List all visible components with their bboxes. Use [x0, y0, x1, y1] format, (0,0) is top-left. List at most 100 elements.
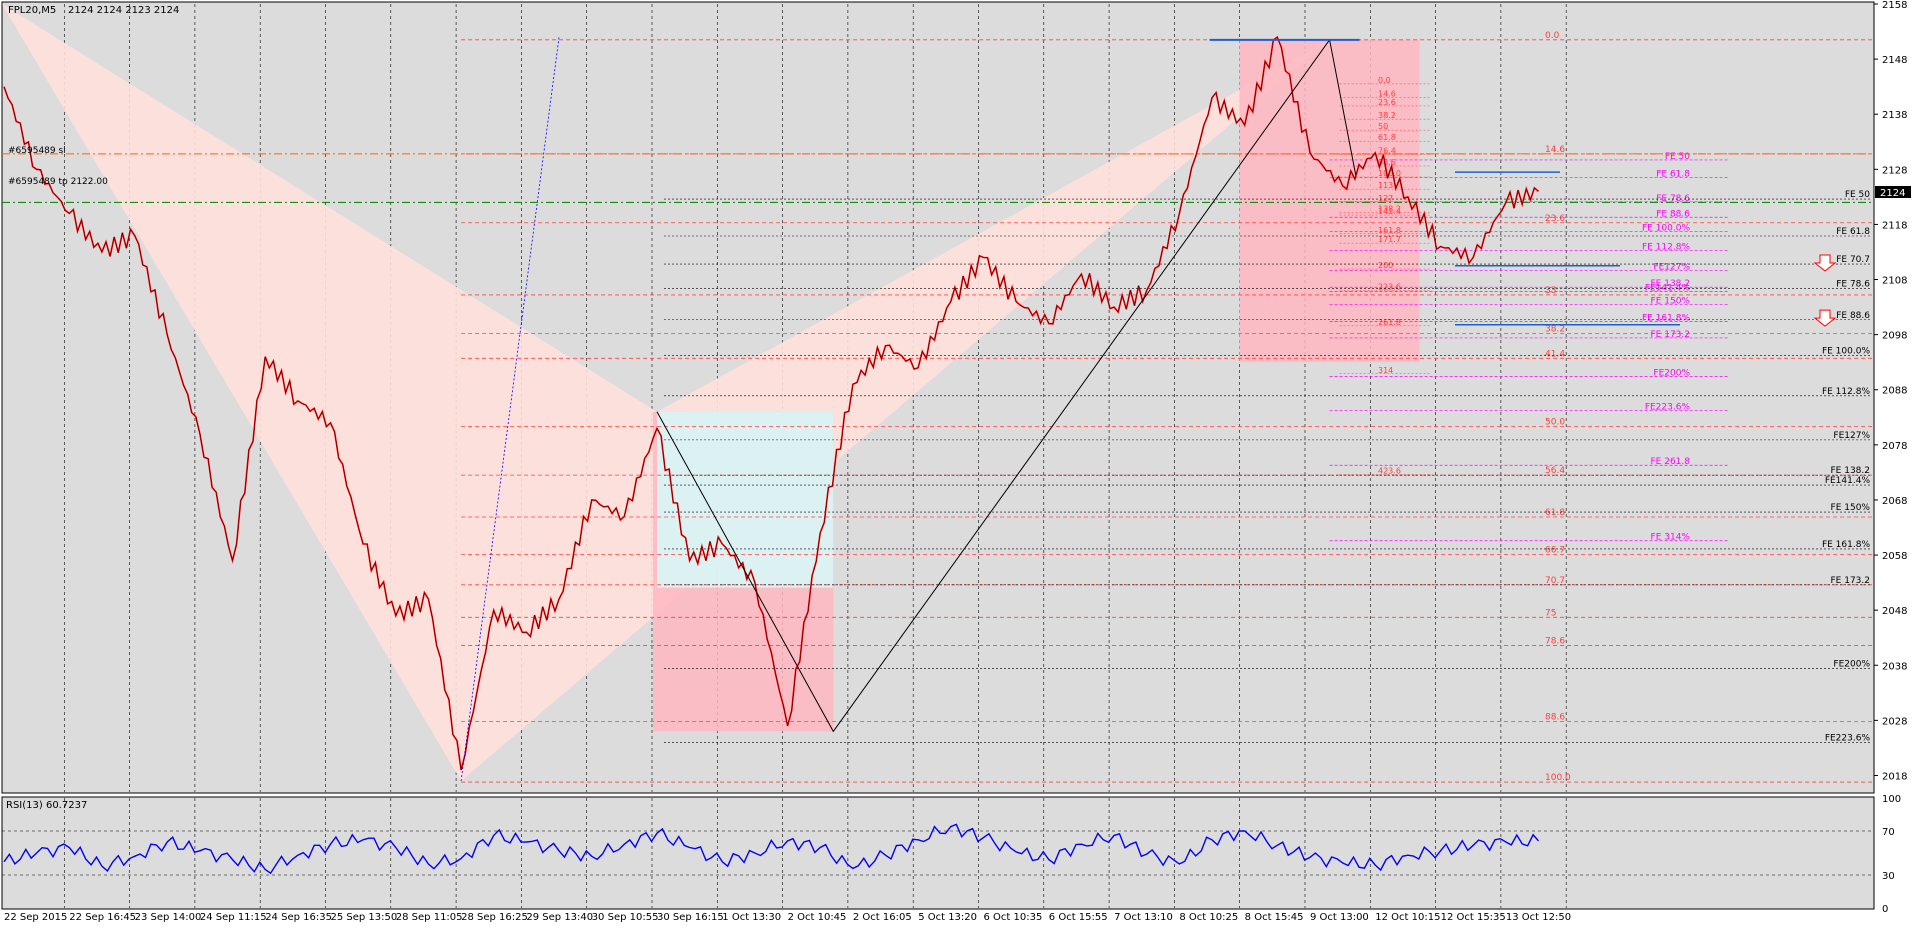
fe-right-label: FE223.6%: [1825, 733, 1871, 743]
fe-pink-label: FE 88.6: [1656, 209, 1690, 219]
ohlc-label: 2124 2124 2123 2124: [68, 5, 179, 16]
small-fib-label: 423.6: [1378, 467, 1401, 476]
price-tick-label: 2088: [1882, 386, 1907, 397]
price-tick-label: 2068: [1882, 496, 1907, 507]
fe-pink-label: FE 50: [1665, 152, 1690, 162]
price-wick-line: [3, 36, 1539, 771]
rsi-tick-label: 0: [1882, 904, 1888, 915]
price-tick-label: 2038: [1882, 661, 1907, 672]
small-fib-label: 38.2: [1378, 111, 1396, 120]
fe-pink-label: FE127%: [1653, 263, 1690, 273]
time-tick-label: 6 Oct 10:35: [983, 912, 1042, 923]
fe-pink-label: FE200%: [1653, 369, 1690, 379]
price-tick-label: 2018: [1882, 771, 1907, 782]
harmonic-wedge-left: [2, 4, 657, 781]
fe-right-label: FE 112.8%: [1822, 387, 1870, 397]
small-fib-label: 314: [1378, 366, 1393, 375]
fib-level-label: 61.8: [1545, 508, 1565, 518]
small-fib-label: 88.6: [1378, 158, 1396, 167]
fe-right-label: FE127%: [1833, 431, 1870, 441]
fe-right-label: FE 70.7: [1836, 255, 1870, 265]
price-tick-label: 2028: [1882, 716, 1907, 727]
time-tick-label: 22 Sep 16:45: [69, 912, 136, 923]
fe-pink-label: FE223.6%: [1645, 403, 1691, 413]
fib-level-label: 100.0: [1545, 773, 1571, 783]
small-fib-label: 141.4: [1378, 207, 1401, 216]
fe-pink-label: FE 61.8: [1656, 170, 1690, 180]
small-fib-label: 76.4: [1378, 146, 1396, 155]
fe-pink-label: FE 150%: [1651, 296, 1691, 306]
fib-level-label: 56.4: [1545, 466, 1565, 476]
fib-level-label: 0.0: [1545, 31, 1560, 41]
small-fib-label: 127: [1378, 194, 1393, 203]
rsi-tick-label: 70: [1882, 827, 1895, 838]
time-tick-label: 28 Sep 16:25: [461, 912, 528, 923]
fe-right-label: FE 161.8%: [1822, 540, 1870, 550]
fe-right-label: FE 150%: [1831, 503, 1871, 513]
time-tick-label: 22 Sep 2015: [4, 912, 67, 923]
pattern-box-cyan: [656, 411, 834, 588]
small-fib-label: 113: [1378, 181, 1393, 190]
small-fib-label: 61.8: [1378, 133, 1396, 142]
time-tick-label: 8 Oct 10:25: [1179, 912, 1238, 923]
fe-right-label: FE141.4%: [1825, 476, 1871, 486]
time-tick-label: 7 Oct 13:10: [1114, 912, 1173, 923]
small-fib-label: 50: [1378, 122, 1388, 131]
price-tick-label: 2128: [1882, 165, 1907, 176]
fe-pink-label: FE 138.2: [1651, 279, 1691, 289]
time-tick-label: 2 Oct 10:45: [788, 912, 847, 923]
fe-pink-label: FE 100.0%: [1642, 224, 1690, 234]
last-price-label: 2124: [1880, 188, 1905, 199]
time-tick-label: 30 Sep 10:55: [592, 912, 659, 923]
fe-right-label: FE 138.2: [1831, 466, 1871, 476]
time-tick-label: 28 Sep 11:05: [396, 912, 463, 923]
price-tick-label: 2158: [1882, 0, 1907, 11]
fib-level-label: 33: [1545, 286, 1556, 296]
price-tick-label: 2058: [1882, 551, 1907, 562]
small-fib-label: 171.7: [1378, 235, 1401, 244]
pattern-leg-line: [656, 38, 1357, 733]
small-fib-label: 161.8: [1378, 226, 1401, 235]
fe-pink-label: FE 173.2: [1651, 330, 1691, 340]
fib-level-label: 50.0: [1545, 418, 1565, 428]
time-tick-label: 8 Oct 15:45: [1245, 912, 1304, 923]
price-tick-label: 2098: [1882, 331, 1907, 342]
fib-level-label: 23.6: [1545, 214, 1565, 224]
rsi-series-line: [3, 823, 1540, 875]
rsi-plot-area[interactable]: [1, 796, 1875, 910]
fib-level-label: 38.2: [1545, 325, 1565, 335]
time-tick-label: 6 Oct 15:55: [1049, 912, 1108, 923]
price-tick-label: 2148: [1882, 55, 1907, 66]
fib-level-label: 75: [1545, 608, 1556, 618]
fe-right-label: FE200%: [1833, 660, 1870, 670]
time-tick-label: 13 Oct 12:50: [1506, 912, 1571, 923]
fib-level-label: 88.6: [1545, 712, 1565, 722]
projection-line: [460, 37, 560, 782]
fib-level-label: 66.7: [1545, 545, 1565, 555]
time-tick-label: 9 Oct 13:00: [1310, 912, 1369, 923]
fib-level-label: 41.4: [1545, 349, 1565, 359]
fe-pink-label: FE 314%: [1651, 533, 1691, 543]
down-arrow-icon: [1813, 254, 1837, 272]
price-tick-label: 2078: [1882, 441, 1907, 452]
small-fib-label: 138.2: [1378, 204, 1401, 213]
time-tick-label: 2 Oct 16:05: [853, 912, 912, 923]
time-tick-label: 30 Sep 16:15: [657, 912, 724, 923]
fe-right-label: FE 50: [1845, 190, 1870, 200]
price-tick-label: 2138: [1882, 110, 1907, 121]
small-fib-label: 200: [1378, 261, 1393, 270]
small-fib-label: 0.0: [1378, 76, 1391, 85]
fe-right-label: FE 61.8: [1836, 227, 1870, 237]
price-tick-label: 2118: [1882, 220, 1907, 231]
fe-pink-label: FE 161.8%: [1642, 313, 1690, 323]
time-tick-label: 1 Oct 13:30: [722, 912, 781, 923]
time-tick-label: 24 Sep 16:35: [265, 912, 332, 923]
symbol-label: FPL20,M5: [8, 5, 56, 16]
price-tick-label: 2048: [1882, 606, 1907, 617]
time-tick-label: 24 Sep 11:15: [200, 912, 267, 923]
rsi-indicator-label: RSI(13) 60.7237: [6, 800, 87, 811]
fe-right-label: FE 88.6: [1836, 311, 1870, 321]
fe-right-label: FE 100.0%: [1822, 347, 1870, 357]
fe-pink-label: FE 112.8%: [1642, 242, 1690, 252]
